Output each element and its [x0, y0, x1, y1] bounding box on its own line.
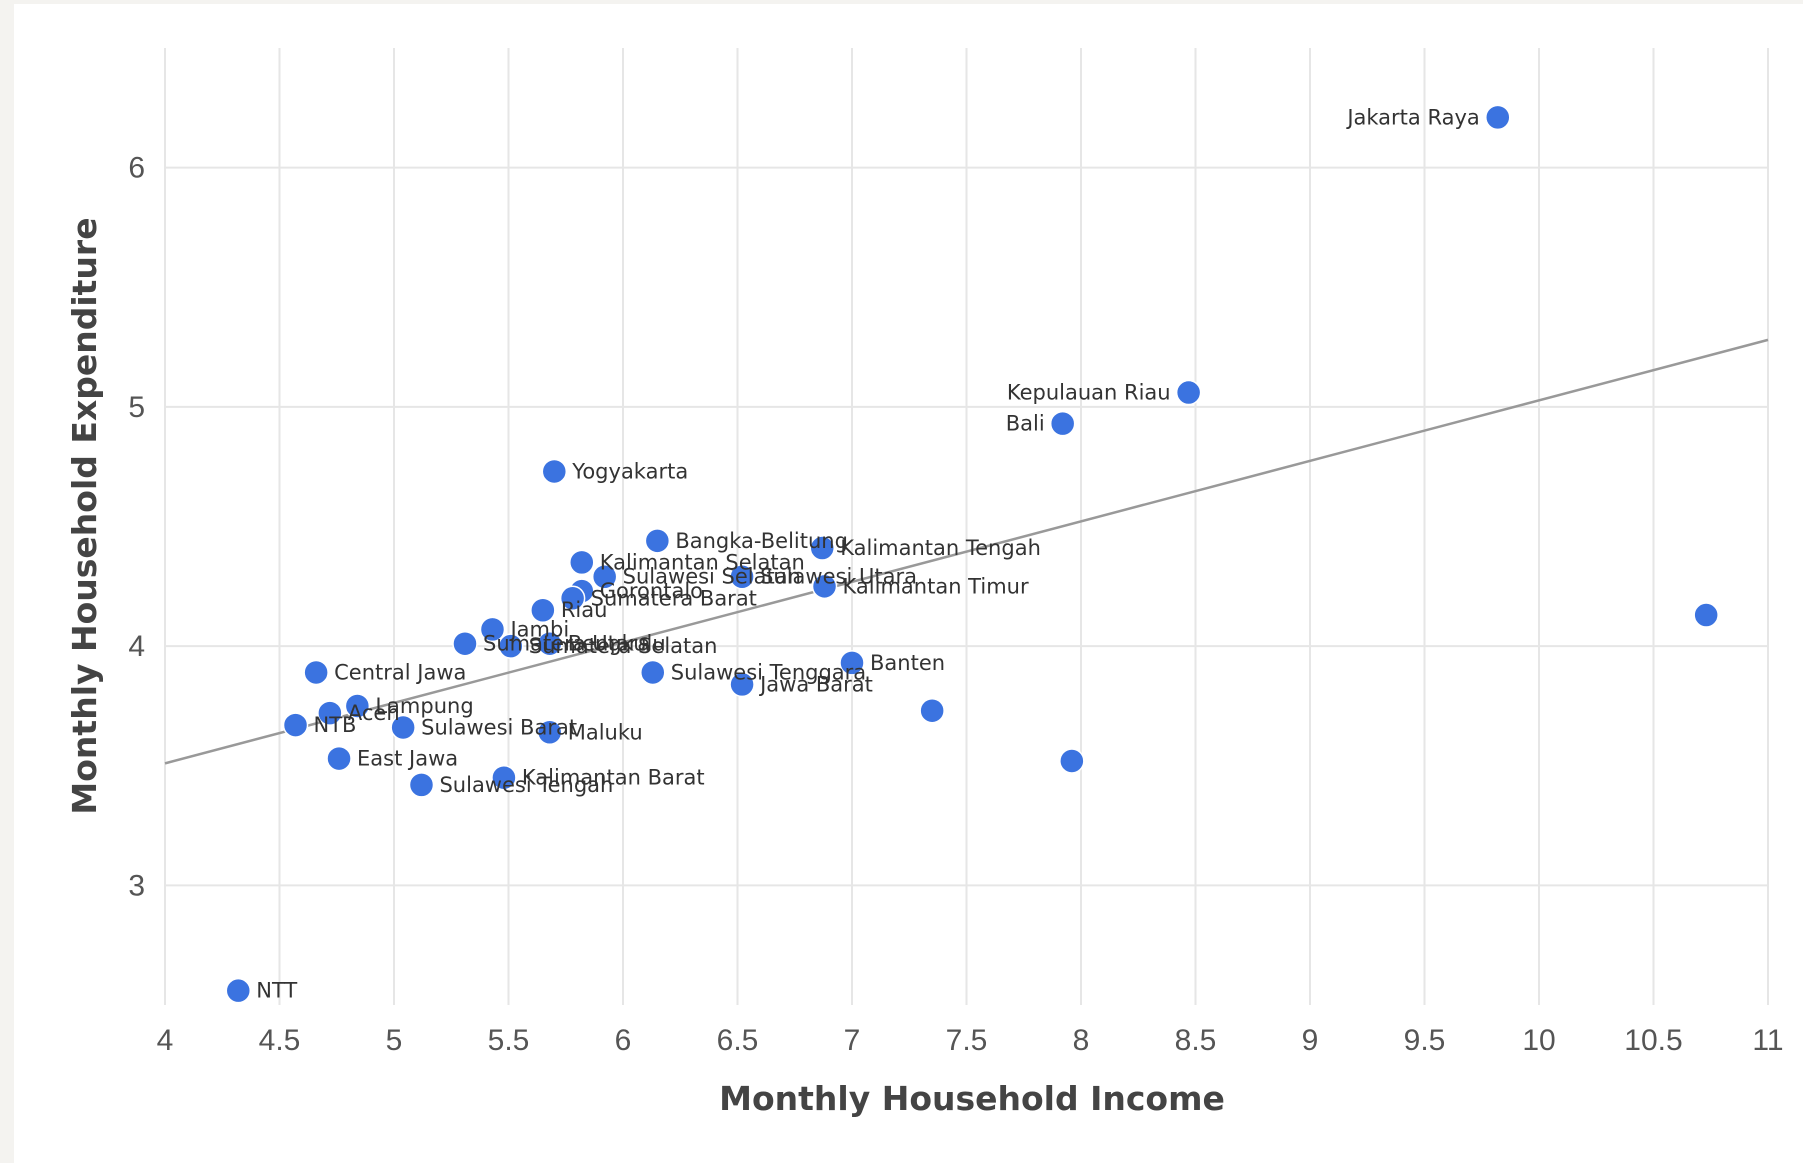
- x-tick-label: 4.5: [259, 1024, 301, 1057]
- data-point: [541, 458, 568, 485]
- data-point: [1059, 748, 1085, 774]
- point-label: NTB: [314, 713, 357, 737]
- point-label: Kalimantan Timur: [843, 574, 1029, 598]
- data-point: [839, 650, 865, 676]
- x-tick-label: 9: [1302, 1024, 1319, 1057]
- data-point: [729, 563, 755, 590]
- point-label: Banten: [870, 651, 945, 675]
- data-point: [408, 772, 435, 798]
- y-tick-label: 4: [128, 630, 145, 663]
- point-label: Kalimantan Selatan: [600, 550, 805, 574]
- point-label: Jambi: [508, 617, 569, 641]
- data-point: [530, 597, 556, 623]
- point-label: Yogyakarta: [571, 459, 688, 483]
- point-label: Jakarta Raya: [1345, 105, 1479, 129]
- point-label: Gorontalo: [600, 579, 703, 603]
- point-label: NTT: [256, 979, 297, 1003]
- data-point: [536, 719, 563, 746]
- x-tick-label: 7: [844, 1024, 861, 1057]
- x-tick-label: 4: [157, 1024, 174, 1057]
- data-point: [317, 700, 343, 726]
- point-label: Bali: [1006, 412, 1045, 436]
- point-label: Sumatera Utara: [483, 632, 650, 656]
- point-label: Sulawesi Barat: [421, 715, 577, 739]
- y-tick-label: 5: [128, 391, 145, 424]
- x-tick-label: 7.5: [946, 1024, 988, 1057]
- point-label: Kepulauan Riau: [1007, 381, 1171, 405]
- data-point: [569, 549, 595, 576]
- x-tick-label: 8.5: [1175, 1024, 1217, 1057]
- point-label: Aceh: [348, 701, 400, 725]
- x-tick-label: 10.5: [1624, 1024, 1682, 1057]
- data-point: [479, 616, 506, 643]
- data-point: [559, 585, 586, 612]
- point-label: Kalimantan Tengah: [840, 536, 1041, 560]
- y-tick-label: 3: [128, 869, 145, 902]
- point-label: Jawa Barat: [758, 672, 873, 696]
- x-tick-label: 8: [1073, 1024, 1090, 1057]
- point-label: Sulawesi Selatan: [623, 565, 801, 589]
- data-point: [1175, 379, 1202, 406]
- data-point: [919, 697, 945, 724]
- point-label: East Jawa: [357, 747, 458, 771]
- x-tick-label: 6: [615, 1024, 632, 1057]
- data-point: [326, 745, 352, 772]
- data-point: [1485, 104, 1511, 131]
- x-tick-label: 6.5: [717, 1024, 759, 1057]
- data-point: [452, 630, 478, 657]
- point-label: Riau: [561, 598, 608, 622]
- x-axis-title: Monthly Household Income: [719, 1079, 1225, 1118]
- point-labels: Jakarta Raya Kepulauan Riau Bali Yogyakarta…: [256, 105, 1480, 1002]
- point-label: Maluku: [568, 720, 643, 744]
- data-point: [303, 659, 329, 686]
- data-point: [729, 671, 755, 698]
- x-tick-label: 11: [1752, 1024, 1783, 1057]
- data-point: [640, 659, 666, 686]
- y-axis-ticks: 3 4 5 6: [128, 152, 145, 903]
- data-point: [225, 977, 252, 1004]
- data-point: [390, 714, 416, 741]
- trend-line: [164, 338, 1769, 765]
- point-label: Kalimantan Barat: [522, 766, 705, 790]
- data-point: [282, 712, 309, 738]
- data-point: [644, 528, 671, 554]
- point-label: Sulawesi Tenggara: [671, 660, 866, 684]
- point-label: Central Jawa: [334, 660, 466, 684]
- x-tick-label: 9.5: [1404, 1024, 1446, 1057]
- scatter-chart: 4 4.5 5 5.5 6 6.5 7 7.5 8 8.5 9 9.5 10 10.5 11 3 4 5 6 Ja…: [65, 48, 1784, 1118]
- data-point: [536, 630, 563, 657]
- x-axis-ticks: 4 4.5 5 5.5 6 6.5 7 7.5 8 8.5 9 9.5 10 10.5 11: [157, 1024, 1784, 1057]
- y-axis-title: Monthly Household Expenditure: [65, 217, 104, 814]
- x-tick-label: 5: [386, 1024, 403, 1057]
- point-label: Lampung: [375, 694, 473, 718]
- x-tick-label: 10: [1522, 1024, 1555, 1057]
- data-point: [498, 633, 524, 659]
- data-point: [811, 573, 838, 600]
- x-tick-label: 5.5: [488, 1024, 530, 1057]
- y-tick-label: 6: [128, 152, 145, 185]
- data-point: [809, 535, 835, 561]
- data-point: [1693, 602, 1719, 628]
- data-point: [591, 563, 618, 590]
- point-label: Bengkulu: [568, 632, 666, 656]
- data-point: [491, 764, 517, 791]
- point-label: Sulawesi Utara: [760, 565, 917, 589]
- chart-panel: 4 4.5 5 5.5 6 6.5 7 7.5 8 8.5 9 9.5 10 10.5 11 3 4 5 6 Ja…: [14, 4, 1803, 1163]
- point-label: Sulawesi Tengah: [439, 773, 613, 797]
- data-points: [225, 104, 1719, 1004]
- point-label: Bangka-Belitung: [675, 529, 848, 553]
- grid: [164, 48, 1769, 1005]
- data-point: [1049, 410, 1076, 437]
- point-label: Sumatera Selatan: [529, 634, 718, 658]
- data-point: [344, 693, 371, 719]
- point-label: Sumatera Barat: [591, 586, 757, 610]
